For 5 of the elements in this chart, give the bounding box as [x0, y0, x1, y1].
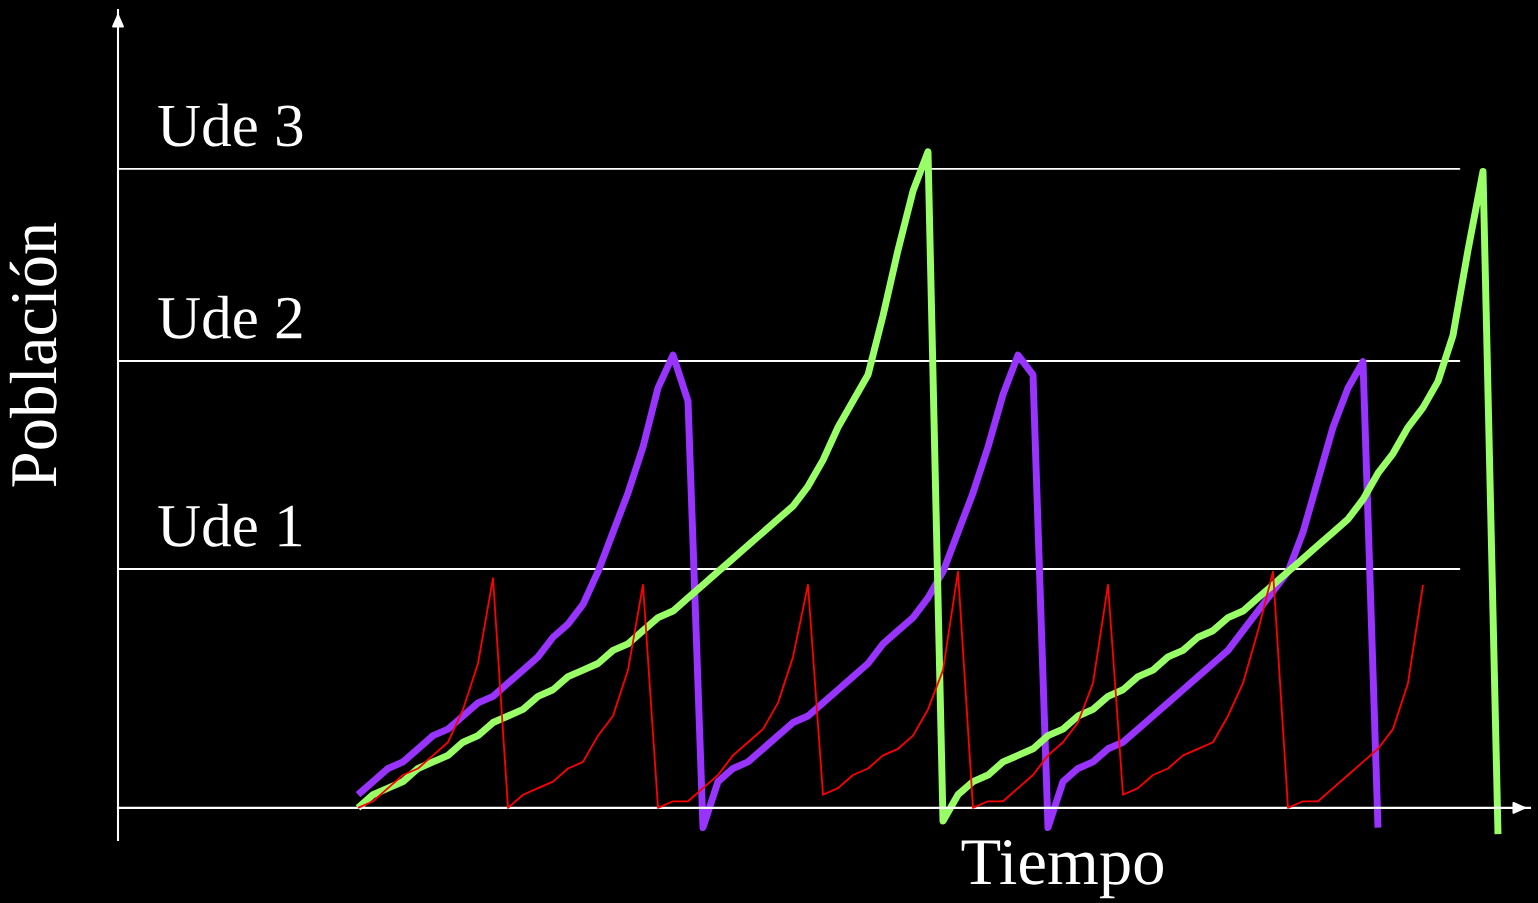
ref-line-label: Ude 2	[158, 295, 302, 339]
x-axis-title: Tiempo	[961, 839, 1163, 899]
ref-line-label: Ude 1	[158, 503, 301, 547]
y-axis-title: Población	[9, 222, 57, 487]
ref-line-label: Ude 3	[158, 103, 303, 147]
